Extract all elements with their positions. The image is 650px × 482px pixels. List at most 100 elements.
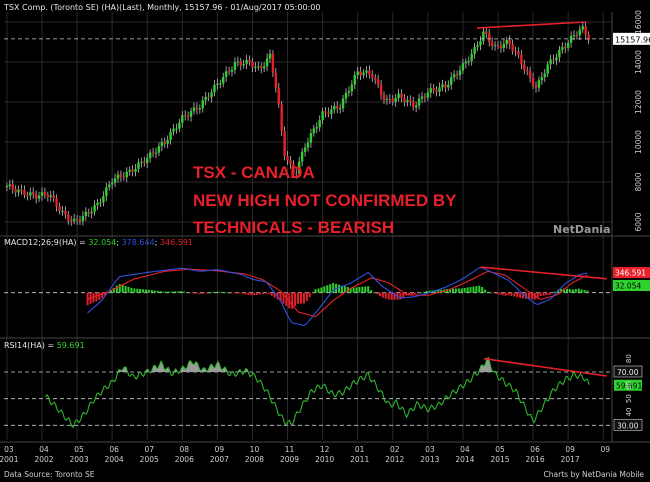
candle-up (338, 108, 342, 110)
macd-hist-bar-down (387, 292, 390, 300)
macd-sep-2: ; (154, 238, 160, 247)
candle-down (87, 211, 90, 214)
macd-hist-bar-down (399, 292, 402, 300)
macd-hist-bar-up (367, 286, 370, 293)
macd-hist-bar-down (197, 292, 200, 294)
candle-up (473, 47, 476, 54)
candle-up (578, 29, 582, 36)
macd-hist-bar-down (294, 292, 297, 307)
candle-down (58, 206, 61, 212)
axes: 6000800010000120001400016000405060800320… (0, 10, 643, 464)
macd-hist-bar-up (358, 287, 361, 293)
macd-hist-bar-down (267, 292, 270, 295)
macd-hist-bar-up (361, 286, 364, 293)
candle-up (549, 59, 552, 65)
candle-up (128, 169, 131, 172)
candle-down (455, 74, 459, 76)
x-month-label: 03 (4, 445, 14, 454)
candle-down (20, 189, 23, 191)
candle-down (368, 70, 371, 75)
candle-down (11, 184, 14, 190)
macd-hist-bar-down (261, 292, 264, 294)
candle-up (558, 49, 561, 58)
rsi-level-label: 30.00 (617, 421, 639, 430)
macd-hist-bar-down (413, 292, 416, 295)
candle-down (251, 61, 254, 68)
macd-hist-bar-up (481, 287, 484, 293)
macd-hist-bar-up (469, 286, 472, 293)
candle-up (72, 218, 76, 222)
candle-up (479, 41, 482, 46)
macd-hist-bar-up (571, 289, 574, 293)
macd-hist-bar-up (150, 290, 153, 293)
candle-up (230, 69, 234, 72)
macd-hist-bar-up (162, 291, 165, 293)
candle-up (61, 211, 64, 213)
candle-up (450, 77, 453, 85)
candle-up (505, 39, 508, 45)
x-month-label: 01 (355, 445, 365, 454)
macd-hist-bar-down (302, 292, 305, 304)
rsi-level-label: 70.00 (617, 368, 639, 377)
macd-hist-bar-down (408, 292, 411, 295)
candle-up (160, 142, 164, 147)
macd-hist-bar-down (291, 292, 294, 309)
macd-hist-bar-down (194, 292, 197, 294)
candle-down (64, 211, 67, 215)
macd-hist-bar-up (317, 288, 320, 293)
candle-up (537, 80, 541, 88)
candle-down (564, 47, 567, 49)
macd-hist-bar-up (153, 290, 156, 293)
candle-up (134, 168, 137, 172)
annotation-line-1: TSX - CANADA (193, 163, 315, 182)
x-month-label: 02 (390, 445, 400, 454)
macd-hist-bar-up (171, 291, 174, 293)
macd-hist-bar-down (308, 292, 311, 298)
macd-hist-bar-down (548, 292, 551, 295)
candle-down (435, 90, 438, 92)
macd-hist-bar-down (256, 292, 259, 295)
macd-hist-bar-up (109, 290, 112, 293)
macd-hist-bar-down (516, 292, 519, 298)
candle-up (198, 108, 202, 110)
macd-hist-bar-down (259, 292, 262, 295)
macd-panel[interactable]: 346.591 32.054 (4, 266, 650, 327)
candle-up (555, 57, 558, 61)
candle-down (260, 66, 263, 69)
macd-hist-bar-down (416, 292, 419, 294)
macd-hist-bar-down (229, 292, 232, 294)
price-y-tick: 8000 (634, 172, 643, 191)
candle-up (166, 139, 169, 144)
candle-down (514, 50, 517, 52)
candle-up (543, 73, 546, 78)
macd-hist-bar-up (487, 291, 490, 293)
macd-hist-bar-down (299, 292, 302, 304)
macd-hist-bar-up (165, 291, 168, 293)
candle-up (17, 189, 20, 193)
macd-hist-bar-up (425, 291, 428, 293)
price-y-tick: 10000 (634, 130, 643, 154)
candle-up (257, 66, 260, 68)
candle-up (181, 115, 184, 123)
rsi-panel[interactable]: 30.00 70.00 59.691 (4, 356, 643, 431)
macd-hist-value: 32.054 (88, 238, 117, 247)
macd-hist-bar-down (384, 292, 387, 299)
candle-up (414, 105, 418, 108)
rsi-label: RSI14(HA) = (4, 341, 57, 350)
candle-up (93, 205, 96, 212)
candle-up (213, 84, 216, 93)
candle-up (178, 122, 181, 129)
macd-hist-bar-up (156, 290, 159, 293)
macd-hist-bar-up (226, 292, 229, 294)
macd-hist-bar-up (583, 290, 586, 293)
price-panel[interactable]: 15157.96 (4, 21, 650, 226)
candle-down (195, 107, 199, 110)
candle-up (365, 70, 368, 73)
candle-up (40, 192, 44, 196)
x-year-label: 2014 (455, 455, 474, 464)
macd-hist-bar-down (551, 292, 554, 294)
rsi-value: 59.691 (56, 341, 85, 350)
rsi-level-box (613, 365, 643, 378)
macd-hist-bar-down (107, 292, 110, 294)
